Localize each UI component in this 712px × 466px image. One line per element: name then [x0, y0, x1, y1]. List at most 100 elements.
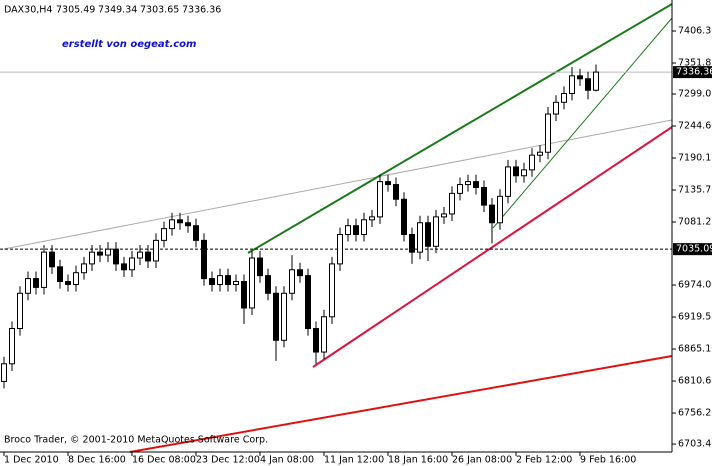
candle-body — [233, 281, 239, 285]
candle-body — [209, 278, 215, 285]
candle-body — [369, 216, 375, 221]
candle-body — [417, 222, 423, 253]
price-label: 7035.09 — [676, 244, 712, 255]
candle-body — [73, 272, 79, 285]
ohlc-open: 7305.49 — [56, 5, 95, 16]
x-tick-label: 1 Dec 2010 — [4, 455, 59, 466]
candle-body — [57, 266, 63, 283]
candle-body — [145, 251, 151, 262]
x-tick-label: 4 Jan 08:00 — [260, 455, 314, 466]
y-tick-label: 7081.25 — [678, 217, 712, 228]
trend-line-crimson — [312, 126, 673, 368]
candle-body — [497, 195, 503, 224]
ohlc-close: 7336.36 — [182, 5, 221, 16]
y-tick-label: 7190.15 — [678, 153, 712, 164]
candle-body — [33, 278, 39, 288]
candle-body — [577, 75, 583, 80]
candle-body — [457, 184, 463, 194]
candle-body — [289, 269, 295, 294]
y-tick-label: 6919.55 — [678, 312, 712, 323]
y-tick-label: 6756.20 — [678, 408, 712, 419]
candle-body — [561, 92, 567, 103]
candle-body — [505, 166, 511, 197]
candle-body — [25, 278, 31, 294]
candle-body — [41, 251, 47, 288]
candle-body — [105, 248, 111, 256]
x-tick-label: 23 Dec 12:00 — [196, 455, 260, 466]
candle-body — [449, 192, 455, 215]
y-tick-label: 6974.00 — [678, 280, 712, 291]
candle-body — [265, 275, 271, 294]
candle-body — [465, 181, 471, 186]
candle-body — [129, 257, 135, 271]
trend-line-gray — [3, 119, 673, 250]
candle-body — [473, 181, 479, 188]
candle-body — [161, 228, 167, 241]
y-tick-label: 7351.85 — [678, 57, 712, 68]
ohlc-low: 7303.65 — [140, 5, 179, 16]
candle-body — [593, 71, 599, 91]
x-tick-label: 26 Jan 08:00 — [452, 455, 512, 466]
candle-body — [257, 257, 263, 277]
candle-body — [481, 186, 487, 206]
candle-body — [545, 113, 551, 153]
trend-line-red — [129, 355, 673, 453]
plot — [0, 64, 672, 389]
trend-line-green — [247, 3, 673, 254]
candle-body — [393, 184, 399, 200]
candle-body — [217, 275, 223, 285]
candle-body — [177, 219, 183, 224]
candle-body — [297, 269, 303, 277]
candle-body — [321, 316, 327, 353]
y-tick-label: 7244.60 — [678, 121, 712, 132]
y-tick-label: 7135.70 — [678, 185, 712, 196]
x-tick-label: 2 Feb 12:00 — [516, 455, 572, 466]
candle-body — [345, 225, 351, 236]
candle-body — [401, 198, 407, 236]
candle-body — [553, 101, 559, 115]
candle-body — [169, 219, 175, 230]
candle-body — [153, 239, 159, 262]
candle-body — [313, 328, 319, 353]
x-tick-label: 8 Dec 16:00 — [68, 455, 126, 466]
candle-body — [441, 213, 447, 218]
y-tick-label: 6810.65 — [678, 376, 712, 387]
x-tick-label: 9 Feb 16:00 — [580, 455, 636, 466]
candle-body — [377, 181, 383, 218]
price-label-bg — [673, 243, 712, 256]
candle-body — [185, 222, 191, 227]
candle-body — [89, 251, 95, 265]
candle-body — [537, 151, 543, 156]
y-tick-label: 7406.30 — [678, 25, 712, 36]
candle-body — [137, 251, 143, 259]
candle-body — [433, 216, 439, 247]
price-label-bg — [673, 66, 712, 79]
candle-body — [97, 251, 103, 256]
candle-body — [201, 239, 207, 280]
x-tick-label: 11 Jan 12:00 — [324, 455, 384, 466]
candle-body — [113, 248, 119, 265]
candle-body — [81, 263, 87, 274]
candle-body — [249, 257, 255, 309]
candle-body — [193, 225, 199, 241]
candle-body — [585, 78, 591, 91]
candle-body — [305, 275, 311, 330]
y-tick-label: 6703.40 — [678, 439, 712, 450]
candle-body — [225, 275, 231, 285]
x-tick-label: 16 Dec 08:00 — [132, 455, 196, 466]
candle-body — [65, 281, 71, 285]
y-tick-label: 7299.05 — [678, 89, 712, 100]
candle-body — [521, 169, 527, 177]
y-tick-label: 6865.10 — [678, 344, 712, 355]
candle-body — [361, 219, 367, 236]
candle-body — [121, 263, 127, 271]
chart-title: DAX30,H4 — [4, 5, 52, 16]
copyright: Broco Trader, © 2001-2010 MetaQuotes Sof… — [4, 435, 268, 446]
candle-body — [337, 234, 343, 265]
candle-body — [17, 292, 23, 330]
candle-body — [9, 328, 15, 365]
price-label: 7336.36 — [676, 67, 712, 78]
candle-body — [409, 234, 415, 253]
candle-body — [281, 292, 287, 341]
